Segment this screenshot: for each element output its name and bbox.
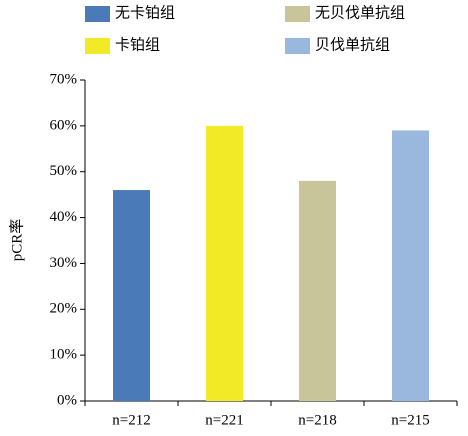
y-tick-label: 50% (50, 163, 78, 179)
legend-swatch (85, 38, 110, 54)
y-tick-label: 30% (50, 255, 78, 271)
x-tick-label: n=215 (391, 412, 429, 428)
bar (392, 130, 429, 401)
y-tick-label: 70% (50, 71, 78, 87)
x-tick-label: n=218 (298, 412, 336, 428)
legend-label: 卡铂组 (115, 36, 160, 53)
legend-swatch (85, 6, 110, 22)
y-tick-label: 20% (50, 301, 78, 317)
y-tick-label: 0% (57, 392, 77, 408)
y-tick-label: 60% (50, 117, 78, 133)
x-tick-label: n=212 (112, 412, 150, 428)
bar (113, 190, 150, 401)
legend-label: 无贝伐单抗组 (315, 4, 405, 21)
bar (206, 125, 243, 401)
y-tick-label: 40% (50, 209, 78, 225)
y-axis-label: pCR率 (8, 219, 25, 262)
legend-label: 无卡铂组 (115, 4, 175, 21)
legend-swatch (285, 38, 310, 54)
x-tick-label: n=221 (205, 412, 243, 428)
bar (299, 180, 336, 401)
y-tick-label: 10% (50, 347, 78, 363)
legend-swatch (285, 6, 310, 22)
legend-label: 贝伐单抗组 (315, 36, 390, 53)
